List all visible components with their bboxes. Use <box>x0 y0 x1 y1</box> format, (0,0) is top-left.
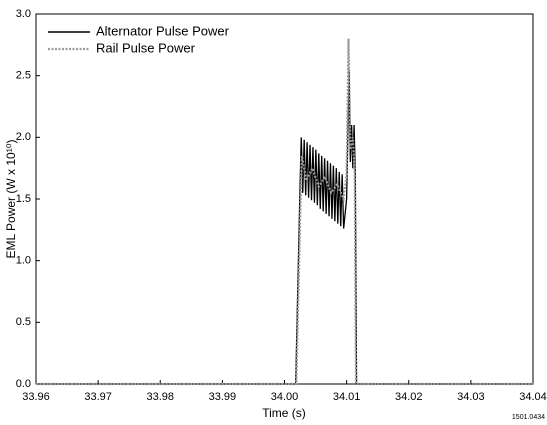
x-axis-label: Time (s) <box>262 406 306 420</box>
x-tick-label: 34.03 <box>457 391 485 403</box>
y-axis-label: EML Power (W x 10¹⁰) <box>4 139 18 258</box>
y-tick-label: 2.0 <box>16 131 31 143</box>
series-line <box>36 38 533 386</box>
y-tick-label: 3.0 <box>16 8 31 20</box>
x-tick-label: 34.02 <box>395 391 423 403</box>
y-tick-label: 0.0 <box>16 378 31 390</box>
series-line <box>36 69 533 385</box>
y-tick-label: 1.5 <box>16 193 31 205</box>
legend-label: Rail Pulse Power <box>96 40 196 55</box>
y-tick-label: 0.5 <box>16 316 31 328</box>
x-tick-label: 33.99 <box>209 391 237 403</box>
x-tick-label: 34.01 <box>333 391 361 403</box>
legend-label: Alternator Pulse Power <box>96 23 230 38</box>
x-tick-label: 33.97 <box>84 391 112 403</box>
x-tick-label: 33.96 <box>22 391 50 403</box>
x-tick-label: 33.98 <box>146 391 174 403</box>
x-tick-label: 34.00 <box>271 391 299 403</box>
figure-id: 1501.0434 <box>512 414 545 421</box>
plot-frame <box>35 13 534 385</box>
x-tick-label: 34.04 <box>519 391 547 403</box>
y-tick-label: 1.0 <box>16 255 31 267</box>
y-tick-label: 2.5 <box>16 70 31 82</box>
